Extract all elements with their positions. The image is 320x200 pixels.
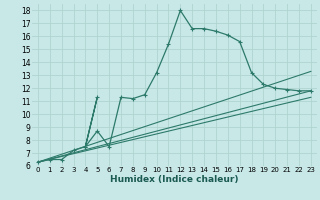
X-axis label: Humidex (Indice chaleur): Humidex (Indice chaleur) (110, 175, 239, 184)
